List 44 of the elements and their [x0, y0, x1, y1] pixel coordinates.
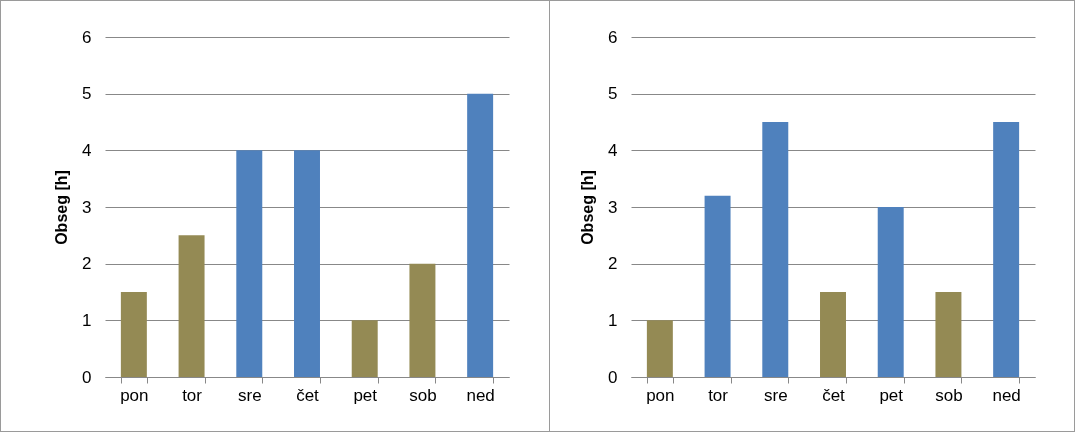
x-tick-label: pet	[353, 385, 378, 405]
bar	[704, 195, 731, 377]
y-tick-label: 3	[608, 197, 618, 217]
bar	[762, 122, 789, 377]
x-tick-label: sob	[935, 385, 963, 405]
y-tick-label: 5	[608, 84, 618, 104]
bar	[351, 320, 378, 377]
bar	[120, 292, 147, 377]
x-tick-label: čet	[296, 385, 320, 405]
bar	[236, 150, 263, 377]
y-tick-label: 2	[82, 254, 92, 274]
x-tick-label: pet	[879, 385, 904, 405]
x-tick-label: sob	[409, 385, 437, 405]
x-tick-label: pon	[646, 385, 675, 405]
y-tick-label: 2	[608, 254, 618, 274]
y-tick-label: 6	[82, 27, 92, 47]
x-tick-label: ned	[466, 385, 495, 405]
bar	[294, 150, 320, 377]
bar	[467, 93, 494, 377]
y-tick-label: 4	[82, 140, 92, 160]
y-tick-label: 0	[608, 367, 618, 387]
x-tick-label: tor	[708, 385, 729, 405]
y-tick-label: 1	[608, 310, 618, 330]
y-tick-label: 3	[82, 197, 92, 217]
y-tick-label: 1	[82, 310, 92, 330]
y-tick-label: 0	[82, 367, 92, 387]
y-tick-label: 5	[82, 84, 92, 104]
x-tick-label: sre	[763, 385, 788, 405]
bar	[877, 207, 904, 377]
y-axis-title: Obseg [h]	[53, 170, 71, 245]
x-tick-label: ned	[992, 385, 1021, 405]
bar	[993, 122, 1020, 377]
x-tick-label: sre	[237, 385, 262, 405]
x-tick-label: čet	[822, 385, 846, 405]
y-tick-label: 4	[608, 140, 618, 160]
bar	[820, 292, 846, 377]
y-axis-title: Obseg [h]	[579, 170, 597, 245]
bar	[178, 235, 205, 377]
x-tick-label: pon	[120, 385, 149, 405]
bar	[646, 320, 673, 377]
bar	[935, 292, 962, 377]
bar	[409, 263, 436, 377]
y-tick-label: 6	[608, 27, 618, 47]
x-tick-label: tor	[182, 385, 203, 405]
